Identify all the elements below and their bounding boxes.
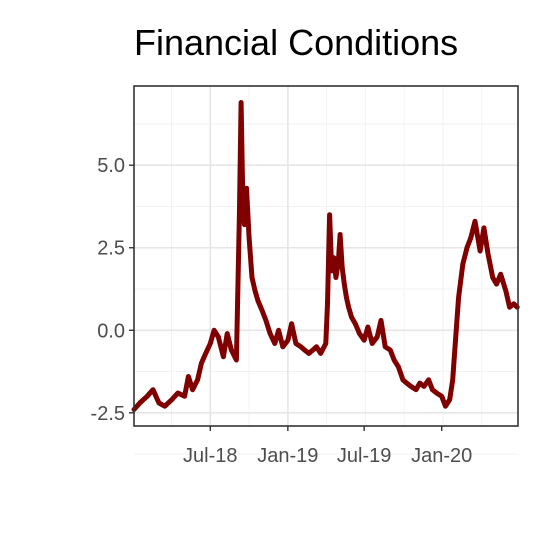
y-tick-label: 0.0 [97,320,125,342]
y-tick-label: -2.5 [91,403,125,425]
x-tick-label: Jul-19 [337,445,391,467]
chart-title: Financial Conditions [134,22,458,63]
series-line [131,100,520,412]
x-tick-label: Jan-20 [411,445,472,467]
axis-ticks [129,164,443,431]
tick-labels: 5.0 2.5 0.0 -2.5 Jul-18 Jan-19 Jul-19 Jan-20 [91,155,473,467]
series-layer [131,100,520,412]
y-tick-label: 5.0 [97,155,125,177]
plot-panel-border [133,85,519,427]
x-tick-label: Jul-18 [183,445,237,467]
plot-panel [134,86,518,426]
x-tick-label: Jan-19 [257,445,318,467]
y-tick-label: 2.5 [97,238,125,260]
